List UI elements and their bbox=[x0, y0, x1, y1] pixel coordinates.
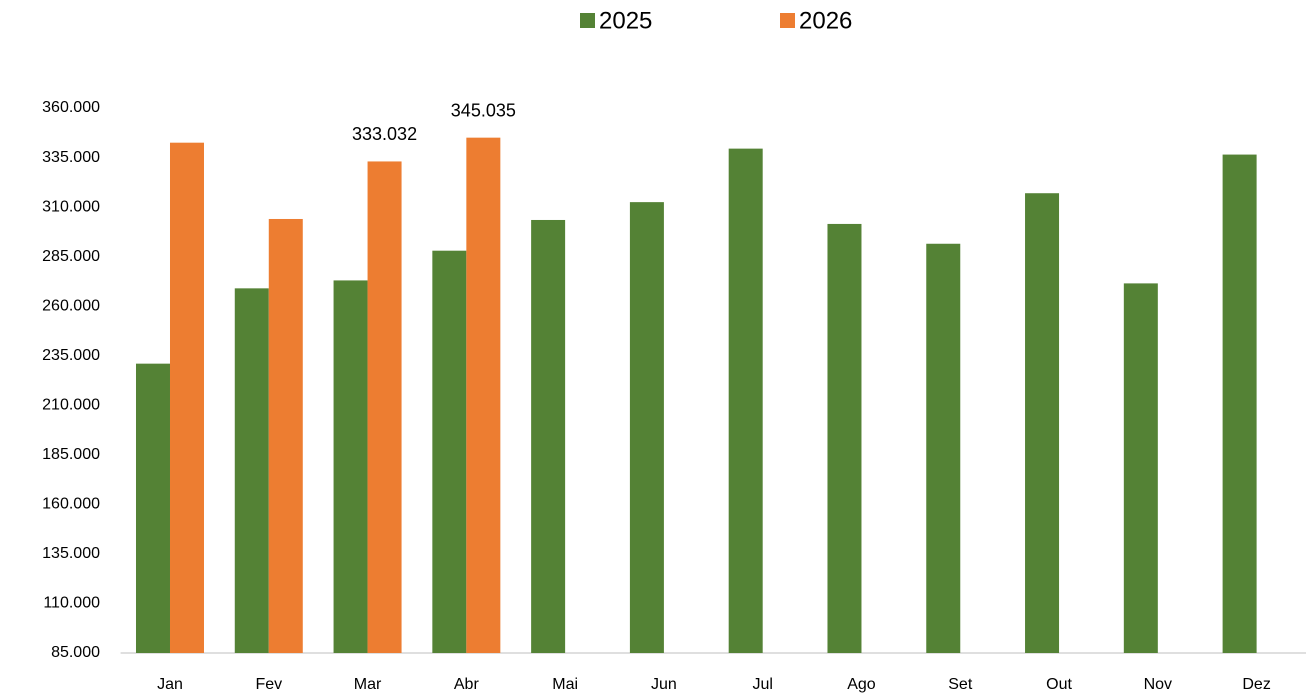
bar bbox=[1123, 283, 1158, 653]
bar bbox=[1222, 154, 1257, 653]
y-tick-label: 85.000 bbox=[51, 644, 100, 661]
bar bbox=[135, 363, 170, 653]
bar bbox=[827, 223, 862, 653]
x-tick-label: Dez bbox=[1242, 676, 1270, 693]
y-tick-label: 235.000 bbox=[42, 347, 100, 364]
bar bbox=[333, 280, 368, 653]
x-tick-label: Set bbox=[948, 676, 973, 693]
y-tick-label: 360.000 bbox=[42, 99, 100, 116]
bar bbox=[629, 202, 664, 654]
x-tick-label: Mai bbox=[552, 676, 578, 693]
legend-label: 2025 bbox=[599, 7, 652, 34]
bar bbox=[926, 243, 961, 653]
y-tick-label: 135.000 bbox=[42, 545, 100, 562]
legend-swatch bbox=[580, 13, 595, 28]
x-tick-label: Abr bbox=[454, 676, 480, 693]
data-label: 333.032 bbox=[352, 124, 417, 144]
y-tick-label: 160.000 bbox=[42, 496, 100, 513]
data-label: 345.035 bbox=[451, 100, 516, 120]
y-tick-label: 335.000 bbox=[42, 149, 100, 166]
y-tick-label: 285.000 bbox=[42, 248, 100, 265]
bar bbox=[1025, 193, 1060, 653]
x-tick-label: Nov bbox=[1144, 676, 1172, 693]
y-tick-label: 310.000 bbox=[42, 198, 100, 215]
x-tick-label: Mar bbox=[354, 676, 382, 693]
x-tick-label: Out bbox=[1046, 676, 1072, 693]
x-tick-label: Jun bbox=[651, 676, 677, 693]
y-tick-label: 210.000 bbox=[42, 396, 100, 413]
bar bbox=[234, 288, 269, 653]
legend-swatch bbox=[780, 13, 795, 28]
x-tick-label: Jan bbox=[157, 676, 183, 693]
x-tick-label: Fev bbox=[255, 676, 282, 693]
bar bbox=[531, 219, 566, 654]
bar bbox=[728, 148, 763, 654]
bar bbox=[169, 142, 204, 653]
y-tick-label: 185.000 bbox=[42, 446, 100, 463]
y-tick-label: 110.000 bbox=[43, 595, 100, 612]
x-tick-label: Ago bbox=[847, 676, 876, 693]
legend-label: 2026 bbox=[799, 7, 852, 34]
bar bbox=[466, 137, 501, 654]
bar bbox=[268, 218, 303, 653]
y-tick-label: 260.000 bbox=[42, 297, 100, 314]
x-tick-label: Jul bbox=[752, 676, 772, 693]
bar bbox=[367, 161, 402, 653]
bar bbox=[432, 250, 467, 653]
